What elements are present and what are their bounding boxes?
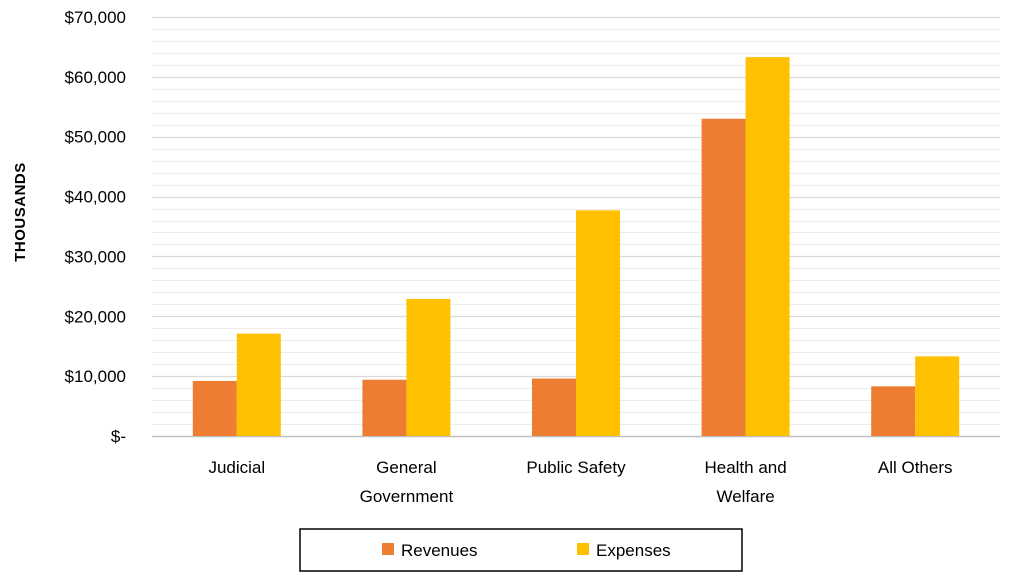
y-tick-label: $70,000 bbox=[65, 8, 126, 27]
bar-revenues-1 bbox=[362, 379, 407, 436]
bar-expenses-3 bbox=[745, 57, 790, 437]
legend-swatch-expenses bbox=[577, 543, 589, 555]
y-axis-title: THOUSANDS bbox=[12, 162, 29, 262]
x-category-label: Judicial bbox=[208, 458, 265, 477]
legend-label-revenues: Revenues bbox=[401, 541, 478, 560]
legend-frame bbox=[299, 528, 743, 572]
x-category-label: All Others bbox=[878, 458, 953, 477]
bar-expenses-1 bbox=[406, 298, 451, 436]
bar-revenues-4 bbox=[871, 386, 916, 436]
legend-label-expenses: Expenses bbox=[596, 541, 671, 560]
y-tick-label: $30,000 bbox=[65, 247, 126, 266]
x-category-label: Government bbox=[360, 487, 454, 506]
y-tick-label: $- bbox=[111, 427, 126, 446]
bar-revenues-3 bbox=[701, 118, 746, 436]
x-category-label: Health and bbox=[704, 458, 786, 477]
x-category-label: Welfare bbox=[716, 487, 774, 506]
y-axis-tick-labels: $- $10,000 $20,000 $30,000 $40,000 $50,000 $60… bbox=[65, 8, 126, 446]
bar-revenues-2 bbox=[532, 378, 576, 436]
bar-expenses-0 bbox=[236, 333, 281, 436]
x-category-label: General bbox=[376, 458, 436, 477]
y-tick-label: $40,000 bbox=[65, 188, 126, 207]
y-tick-label: $50,000 bbox=[65, 128, 126, 147]
y-tick-label: $10,000 bbox=[65, 367, 126, 386]
bar-expenses-4 bbox=[915, 356, 960, 436]
bar-revenues-0 bbox=[192, 380, 237, 436]
bars bbox=[192, 57, 960, 437]
legend: Revenues Expenses bbox=[299, 528, 743, 572]
y-tick-label: $60,000 bbox=[65, 68, 126, 87]
x-category-label: Public Safety bbox=[526, 458, 626, 477]
y-tick-label: $20,000 bbox=[65, 307, 126, 326]
legend-swatch-revenues bbox=[382, 543, 394, 555]
x-axis-category-labels: Judicial General Government Public Safety He… bbox=[208, 458, 952, 506]
bar-expenses-2 bbox=[576, 210, 620, 436]
